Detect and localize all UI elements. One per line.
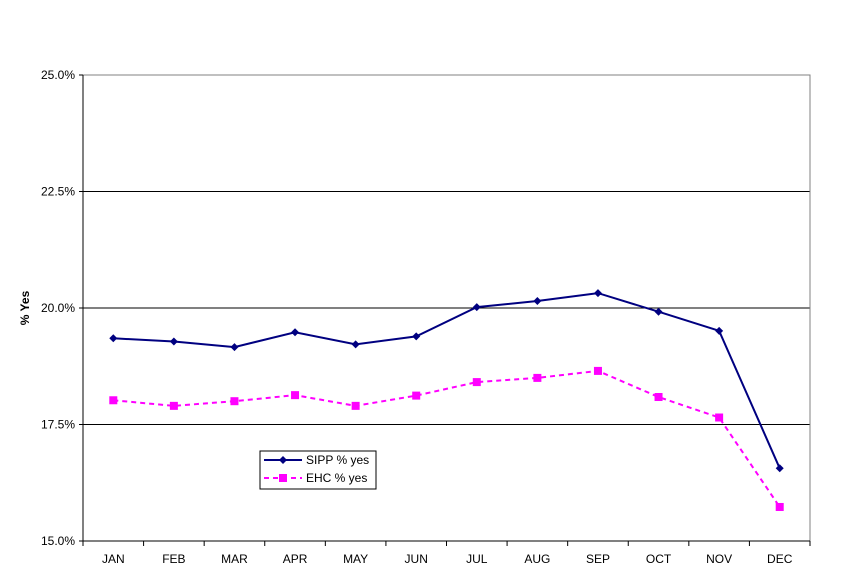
data-point-marker: [472, 378, 481, 387]
legend-swatch-marker-ehc: [279, 474, 287, 482]
data-point-marker: [109, 334, 118, 343]
x-tick-label: MAR: [221, 552, 248, 566]
data-point-marker: [593, 289, 602, 298]
data-point-marker: [351, 401, 360, 410]
data-point-marker: [715, 326, 724, 335]
legend-label-sipp: SIPP % yes: [306, 453, 369, 467]
data-point-marker: [775, 502, 784, 511]
x-tick-label: SEP: [586, 552, 610, 566]
data-point-marker: [169, 337, 178, 346]
y-axis-ticks: 15.0% 17.5% 20.0% 22.5% 25.0%: [41, 68, 83, 548]
y-tick-label: 25.0%: [41, 68, 75, 82]
data-point-marker: [169, 401, 178, 410]
data-point-marker: [775, 464, 784, 473]
data-point-marker: [715, 413, 724, 422]
x-tick-label: FEB: [162, 552, 185, 566]
y-tick-label: 17.5%: [41, 418, 75, 432]
gridlines: [83, 191, 810, 425]
x-tick-label: JUL: [466, 552, 488, 566]
data-point-marker: [291, 328, 300, 337]
data-point-marker: [109, 396, 118, 405]
data-point-marker: [533, 373, 542, 382]
data-point-marker: [654, 393, 663, 402]
data-point-marker: [472, 303, 481, 312]
x-tick-label: NOV: [706, 552, 732, 566]
y-tick-label: 22.5%: [41, 185, 75, 199]
data-point-marker: [654, 307, 663, 316]
data-point-marker: [533, 297, 542, 306]
data-point-marker: [230, 397, 239, 406]
x-tick-label: JUN: [405, 552, 428, 566]
data-point-marker: [351, 340, 360, 349]
data-point-marker: [412, 332, 421, 341]
data-point-marker: [593, 366, 602, 375]
legend: SIPP % yes EHC % yes: [259, 450, 377, 490]
legend-box: [259, 450, 377, 490]
legend-swatch-marker-sipp: [279, 456, 287, 464]
x-tick-label: MAY: [343, 552, 368, 566]
x-tick-label: JAN: [102, 552, 125, 566]
y-tick-label: 15.0%: [41, 534, 75, 548]
legend-label-ehc: EHC % yes: [306, 471, 367, 485]
x-tick-label: DEC: [767, 552, 793, 566]
series-line: [113, 369, 781, 508]
y-tick-label: 20.0%: [41, 301, 75, 315]
y-axis-label: % Yes: [18, 290, 32, 325]
x-tick-label: AUG: [524, 552, 550, 566]
data-point-marker: [412, 391, 421, 400]
x-tick-label: OCT: [646, 552, 672, 566]
data-point-marker: [230, 343, 239, 352]
x-axis-ticks: JAN FEB MAR APR MAY JUN JUL AUG SEP OCT NOV DEC: [82, 541, 811, 566]
series-line: [113, 292, 781, 469]
data-point-marker: [291, 391, 300, 400]
series-layer: [109, 289, 784, 511]
x-tick-label: APR: [283, 552, 308, 566]
